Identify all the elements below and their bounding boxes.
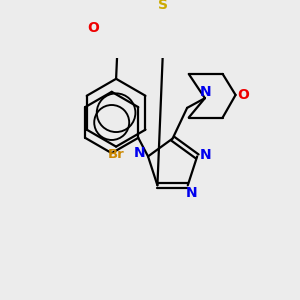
Text: N: N: [200, 148, 211, 162]
Text: O: O: [238, 88, 250, 102]
Text: Br: Br: [108, 148, 124, 161]
Text: O: O: [88, 21, 99, 35]
Text: N: N: [186, 186, 198, 200]
Text: N: N: [134, 146, 146, 160]
Text: S: S: [158, 0, 168, 11]
Text: N: N: [200, 85, 212, 99]
